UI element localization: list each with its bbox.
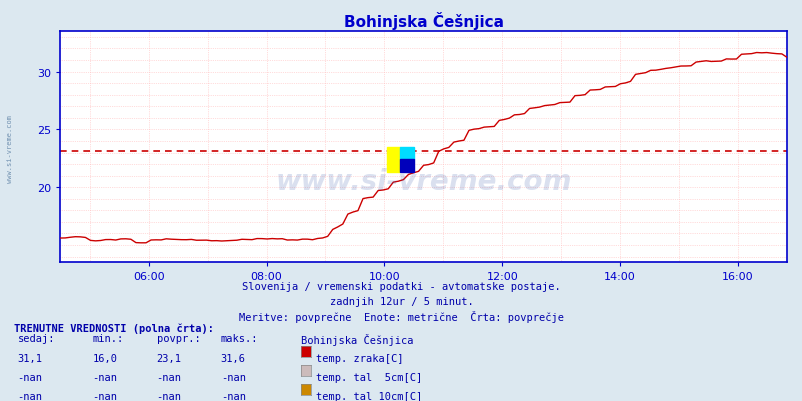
Text: temp. tal 10cm[C]: temp. tal 10cm[C]	[315, 391, 421, 401]
Text: -nan: -nan	[18, 372, 43, 382]
Text: -nan: -nan	[18, 391, 43, 401]
Text: maks.:: maks.:	[221, 334, 258, 344]
Text: -nan: -nan	[156, 372, 181, 382]
Text: sedaj:: sedaj:	[18, 334, 55, 344]
Text: 31,1: 31,1	[18, 353, 43, 363]
Bar	[399, 147, 413, 160]
Text: 23,1: 23,1	[156, 353, 181, 363]
Text: -nan: -nan	[221, 391, 245, 401]
Text: zadnjih 12ur / 5 minut.: zadnjih 12ur / 5 minut.	[329, 296, 473, 306]
Text: www.si-vreme.com: www.si-vreme.com	[7, 114, 14, 182]
Text: povpr.:: povpr.:	[156, 334, 200, 344]
Text: -nan: -nan	[156, 391, 181, 401]
Text: TRENUTNE VREDNOSTI (polna črta):: TRENUTNE VREDNOSTI (polna črta):	[14, 323, 214, 333]
Text: Bohinjska Češnjica: Bohinjska Češnjica	[301, 334, 413, 346]
Text: 16,0: 16,0	[92, 353, 117, 363]
Text: temp. tal  5cm[C]: temp. tal 5cm[C]	[315, 372, 421, 382]
Text: www.si-vreme.com: www.si-vreme.com	[275, 168, 571, 196]
Text: Slovenija / vremenski podatki - avtomatske postaje.: Slovenija / vremenski podatki - avtomats…	[242, 282, 560, 292]
Text: Meritve: povprečne  Enote: metrične  Črta: povprečje: Meritve: povprečne Enote: metrične Črta:…	[239, 310, 563, 322]
Text: -nan: -nan	[92, 391, 117, 401]
Title: Bohinjska Češnjica: Bohinjska Češnjica	[343, 12, 503, 30]
Text: temp. zraka[C]: temp. zraka[C]	[315, 353, 403, 363]
Bar	[387, 148, 399, 173]
Text: -nan: -nan	[92, 372, 117, 382]
Text: -nan: -nan	[221, 372, 245, 382]
Text: 31,6: 31,6	[221, 353, 245, 363]
Bar	[399, 160, 413, 173]
Text: min.:: min.:	[92, 334, 124, 344]
